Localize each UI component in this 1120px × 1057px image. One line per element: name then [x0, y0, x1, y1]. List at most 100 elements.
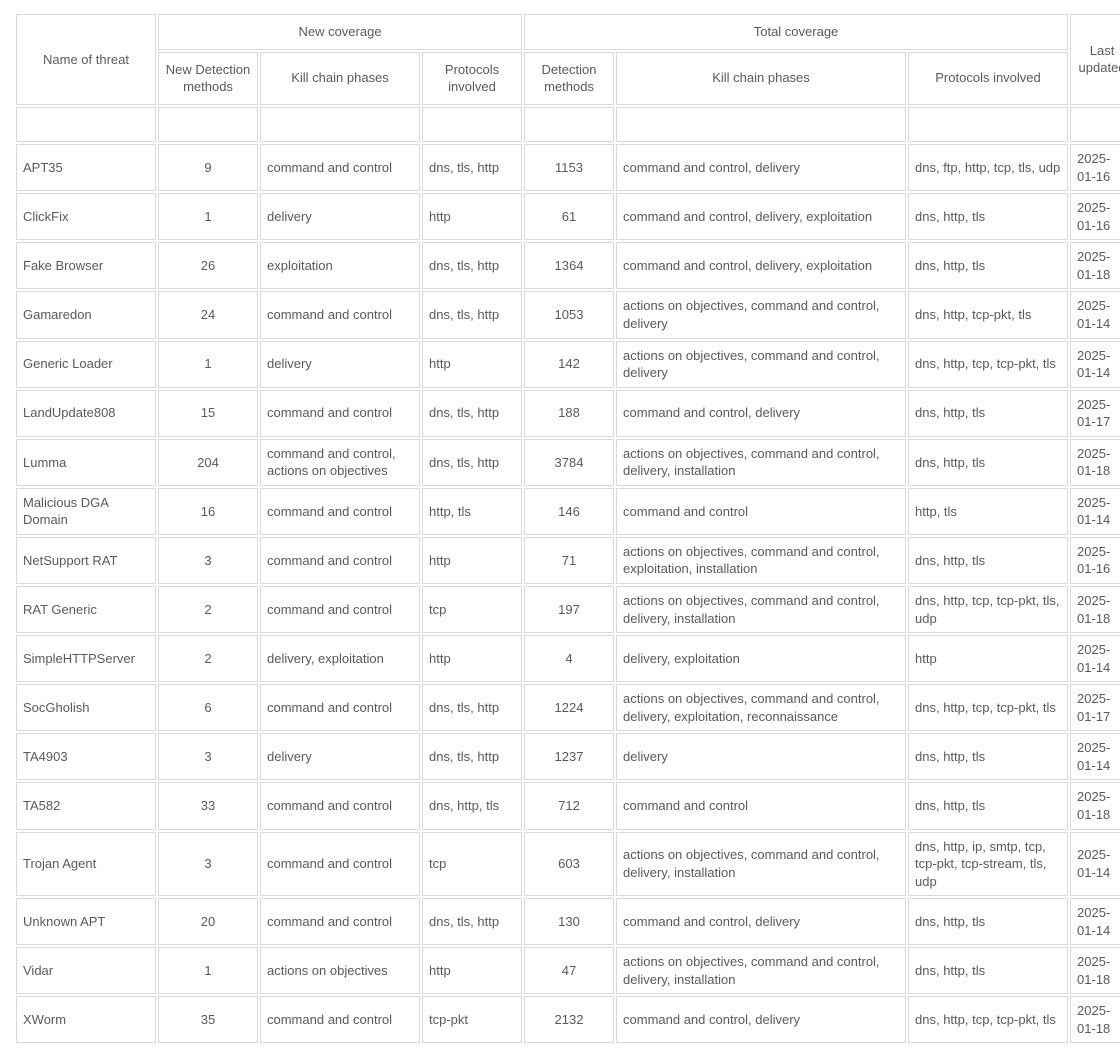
cell-npi: dns, tls, http	[422, 291, 522, 338]
cell-updated: 2025-01-16	[1070, 537, 1120, 584]
table-row: Unknown APT20command and controldns, tls…	[16, 898, 1120, 945]
cell-npi: http, tls	[422, 488, 522, 535]
cell-npi: http	[422, 635, 522, 682]
cell-npi: dns, tls, http	[422, 733, 522, 780]
cell-nkc: command and control	[260, 144, 420, 191]
cell-tpi: dns, http, tls	[908, 947, 1068, 994]
cell-ndm: 2	[158, 586, 258, 633]
cell-ndm: 1	[158, 341, 258, 388]
cell-tpi: dns, http, tls	[908, 439, 1068, 486]
cell-updated: 2025-01-16	[1070, 144, 1120, 191]
cell-updated: 2025-01-18	[1070, 439, 1120, 486]
table-row: RAT Generic2command and controltcp197act…	[16, 586, 1120, 633]
cell-name: Vidar	[16, 947, 156, 994]
cell-name: LandUpdate808	[16, 390, 156, 437]
table-row: TA49033deliverydns, tls, http1237deliver…	[16, 733, 1120, 780]
cell-nkc: command and control	[260, 291, 420, 338]
cell-nkc: command and control	[260, 488, 420, 535]
cell-tpi: dns, http, tls	[908, 782, 1068, 829]
cell-tkc: actions on objectives, command and contr…	[616, 832, 906, 897]
cell-updated: 2025-01-14	[1070, 341, 1120, 388]
cell-tpi: dns, http, tcp, tcp-pkt, tls	[908, 341, 1068, 388]
cell-npi: http	[422, 947, 522, 994]
cell-name: Gamaredon	[16, 291, 156, 338]
col-header-total-detection-methods: Detection methods	[524, 52, 614, 105]
cell-npi: dns, tls, http	[422, 439, 522, 486]
cell-tdm: 1153	[524, 144, 614, 191]
cell-tpi: dns, http, tls	[908, 733, 1068, 780]
cell-name: Trojan Agent	[16, 832, 156, 897]
cell-npi: dns, tls, http	[422, 242, 522, 289]
cell-tdm: 61	[524, 193, 614, 240]
cell-tpi: dns, http, tcp, tcp-pkt, tls, udp	[908, 586, 1068, 633]
threat-coverage-table: Name of threat New coverage Total covera…	[14, 12, 1120, 1045]
cell-nkc: actions on objectives	[260, 947, 420, 994]
cell-tdm: 47	[524, 947, 614, 994]
cell-updated: 2025-01-18	[1070, 996, 1120, 1043]
table-body: APT359command and controldns, tls, http1…	[16, 144, 1120, 1043]
col-header-total-kill-chain: Kill chain phases	[616, 52, 906, 105]
cell-updated: 2025-01-17	[1070, 684, 1120, 731]
cell-tdm: 3784	[524, 439, 614, 486]
cell-npi: tcp	[422, 832, 522, 897]
col-header-total-protocols: Protocols involved	[908, 52, 1068, 105]
cell-ndm: 1	[158, 947, 258, 994]
cell-tdm: 1224	[524, 684, 614, 731]
table-row: Gamaredon24command and controldns, tls, …	[16, 291, 1120, 338]
cell-name: TA4903	[16, 733, 156, 780]
cell-nkc: delivery, exploitation	[260, 635, 420, 682]
cell-tdm: 712	[524, 782, 614, 829]
cell-npi: tcp	[422, 586, 522, 633]
cell-name: RAT Generic	[16, 586, 156, 633]
cell-updated: 2025-01-14	[1070, 291, 1120, 338]
table-row: ClickFix1deliveryhttp61command and contr…	[16, 193, 1120, 240]
cell-nkc: delivery	[260, 341, 420, 388]
cell-tkc: command and control, delivery	[616, 144, 906, 191]
cell-tkc: command and control, delivery, exploitat…	[616, 193, 906, 240]
cell-name: Malicious DGA Domain	[16, 488, 156, 535]
cell-ndm: 1	[158, 193, 258, 240]
table-row: SocGholish6command and controldns, tls, …	[16, 684, 1120, 731]
table-row: SimpleHTTPServer2delivery, exploitationh…	[16, 635, 1120, 682]
cell-tkc: command and control	[616, 782, 906, 829]
cell-nkc: delivery	[260, 733, 420, 780]
cell-npi: http	[422, 193, 522, 240]
col-header-new-protocols: Protocols involved	[422, 52, 522, 105]
cell-updated: 2025-01-18	[1070, 242, 1120, 289]
col-header-new-coverage: New coverage	[158, 14, 522, 50]
table-row: LandUpdate80815command and controldns, t…	[16, 390, 1120, 437]
cell-tkc: command and control, delivery	[616, 996, 906, 1043]
col-header-new-detection-methods: New Detection methods	[158, 52, 258, 105]
cell-updated: 2025-01-18	[1070, 947, 1120, 994]
cell-nkc: command and control	[260, 390, 420, 437]
cell-nkc: command and control	[260, 537, 420, 584]
cell-npi: dns, tls, http	[422, 144, 522, 191]
cell-npi: tcp-pkt	[422, 996, 522, 1043]
cell-ndm: 204	[158, 439, 258, 486]
cell-tdm: 130	[524, 898, 614, 945]
cell-tkc: command and control, delivery, exploitat…	[616, 242, 906, 289]
cell-updated: 2025-01-14	[1070, 488, 1120, 535]
col-header-spacer	[616, 107, 906, 143]
cell-ndm: 3	[158, 537, 258, 584]
cell-nkc: command and control	[260, 832, 420, 897]
cell-name: NetSupport RAT	[16, 537, 156, 584]
cell-npi: dns, tls, http	[422, 898, 522, 945]
cell-tdm: 142	[524, 341, 614, 388]
cell-updated: 2025-01-14	[1070, 832, 1120, 897]
col-header-spacer	[1070, 107, 1120, 143]
cell-npi: http	[422, 537, 522, 584]
cell-tpi: dns, http, tcp, tcp-pkt, tls	[908, 684, 1068, 731]
cell-tkc: command and control, delivery	[616, 898, 906, 945]
cell-tdm: 146	[524, 488, 614, 535]
cell-npi: dns, http, tls	[422, 782, 522, 829]
cell-name: SimpleHTTPServer	[16, 635, 156, 682]
cell-ndm: 2	[158, 635, 258, 682]
cell-tdm: 188	[524, 390, 614, 437]
cell-tpi: dns, http, tls	[908, 537, 1068, 584]
cell-name: SocGholish	[16, 684, 156, 731]
cell-ndm: 3	[158, 733, 258, 780]
cell-name: Lumma	[16, 439, 156, 486]
cell-nkc: delivery	[260, 193, 420, 240]
cell-ndm: 6	[158, 684, 258, 731]
